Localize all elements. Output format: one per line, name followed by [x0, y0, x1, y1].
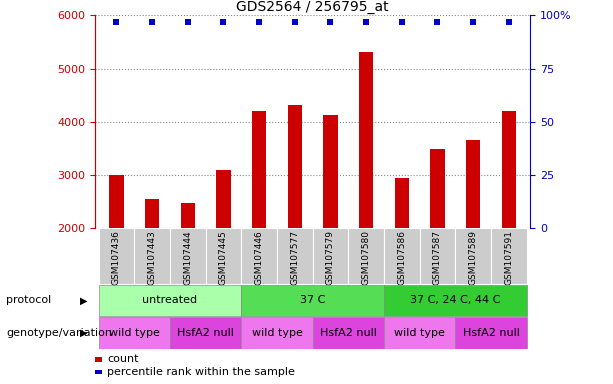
Text: percentile rank within the sample: percentile rank within the sample [107, 367, 295, 377]
Text: wild type: wild type [109, 328, 160, 338]
Bar [242, 318, 313, 349]
Bar [287, 105, 302, 228]
Text: GSM107586: GSM107586 [397, 230, 406, 285]
Bar [348, 228, 384, 284]
Bar [384, 318, 455, 349]
Bar [216, 170, 230, 228]
Bar [491, 228, 527, 284]
Text: HsfA2 null: HsfA2 null [320, 328, 377, 338]
Bar [455, 228, 491, 284]
Text: GSM107589: GSM107589 [469, 230, 478, 285]
Text: GSM107445: GSM107445 [219, 230, 228, 285]
Text: GSM107587: GSM107587 [433, 230, 442, 285]
Bar [109, 175, 124, 228]
Text: GSM107444: GSM107444 [183, 230, 192, 285]
Bar [242, 228, 277, 284]
Bar [252, 111, 266, 228]
Bar [359, 51, 373, 228]
Bar [170, 228, 205, 284]
Bar [134, 228, 170, 284]
Bar [455, 318, 527, 349]
Text: genotype/variation: genotype/variation [6, 328, 112, 338]
Text: GSM107580: GSM107580 [362, 230, 371, 285]
Bar [420, 228, 455, 284]
Text: ▶: ▶ [80, 328, 87, 338]
Text: 37 C, 24 C, 44 C: 37 C, 24 C, 44 C [410, 295, 501, 306]
Bar [242, 285, 384, 316]
Title: GDS2564 / 256795_at: GDS2564 / 256795_at [237, 0, 389, 14]
Bar [205, 228, 242, 284]
Bar [395, 178, 409, 228]
Bar [384, 285, 527, 316]
Text: 37 C: 37 C [300, 295, 326, 306]
Text: GSM107443: GSM107443 [148, 230, 156, 285]
Text: protocol: protocol [6, 295, 51, 306]
Bar [313, 228, 348, 284]
Bar [145, 199, 159, 228]
Text: GSM107436: GSM107436 [112, 230, 121, 285]
Bar [99, 285, 242, 316]
Bar [99, 318, 170, 349]
Bar [313, 318, 384, 349]
Bar [277, 228, 313, 284]
Text: HsfA2 null: HsfA2 null [177, 328, 234, 338]
Text: GSM107579: GSM107579 [326, 230, 335, 285]
Text: HsfA2 null: HsfA2 null [463, 328, 519, 338]
Text: ▶: ▶ [80, 295, 87, 306]
Text: GSM107446: GSM107446 [254, 230, 264, 285]
Bar [384, 228, 420, 284]
Text: GSM107577: GSM107577 [291, 230, 299, 285]
Text: wild type: wild type [394, 328, 445, 338]
Text: untreated: untreated [142, 295, 197, 306]
Bar [430, 149, 444, 228]
Bar [181, 203, 195, 228]
Bar [323, 115, 338, 228]
Bar [501, 111, 516, 228]
Bar [466, 139, 481, 228]
Text: GSM107591: GSM107591 [504, 230, 513, 285]
Bar [99, 228, 134, 284]
Bar [170, 318, 242, 349]
Text: wild type: wild type [251, 328, 302, 338]
Text: count: count [107, 354, 139, 364]
